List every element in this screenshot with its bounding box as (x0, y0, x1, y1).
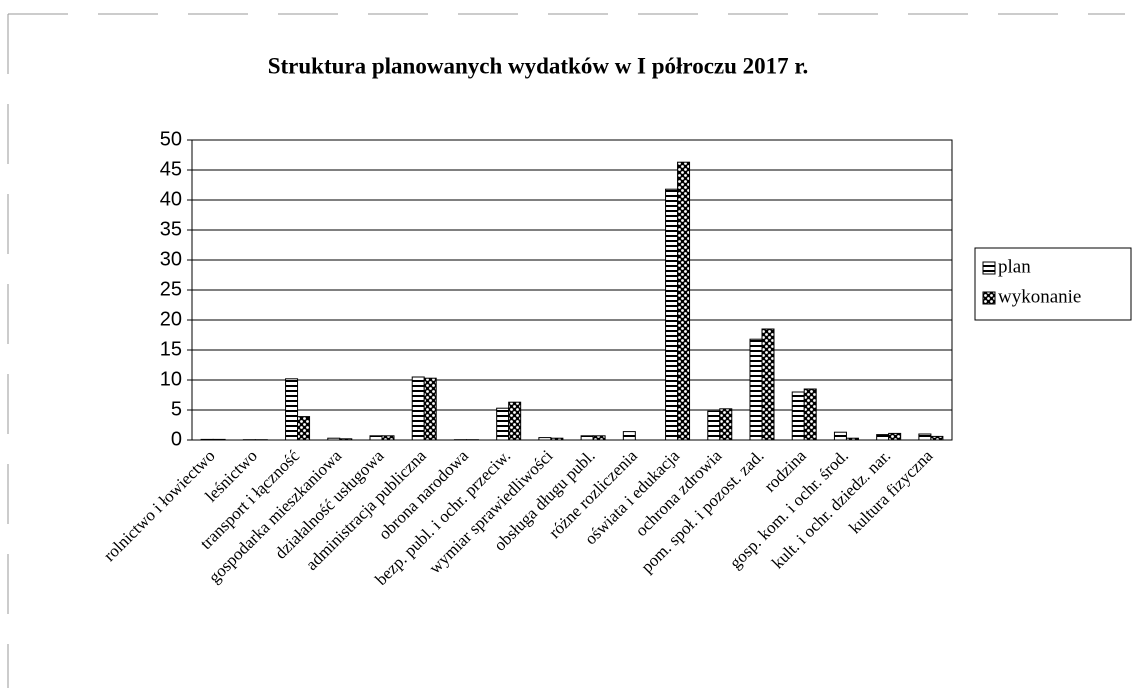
bar (339, 438, 353, 441)
bar (580, 435, 594, 441)
bar (707, 410, 721, 441)
bar (761, 328, 775, 441)
bar (803, 388, 817, 441)
y-tick-label: 15 (160, 338, 182, 360)
bar (369, 435, 383, 441)
bar (297, 416, 311, 441)
y-tick-label: 40 (160, 188, 182, 210)
bar (833, 431, 847, 441)
bar (592, 435, 606, 441)
bar (327, 437, 341, 441)
y-tick-label: 5 (171, 398, 182, 420)
bar (423, 377, 437, 441)
y-tick-label: 10 (160, 368, 182, 390)
bar (888, 432, 902, 441)
y-tick-label: 30 (160, 248, 182, 270)
x-tick-label: rolnictwo i łowiectwo (100, 446, 219, 565)
y-tick-label: 25 (160, 278, 182, 300)
chart-title: Struktura planowanych wydatków w I półro… (268, 53, 809, 78)
legend-swatch (982, 261, 996, 275)
bar (550, 437, 564, 441)
bar (508, 401, 522, 441)
y-tick-label: 50 (160, 128, 182, 150)
legend (974, 247, 1132, 321)
bar (381, 435, 395, 441)
legend-label: plan (998, 256, 1031, 277)
y-tick-label: 0 (171, 428, 182, 450)
bar (200, 438, 214, 441)
legend-swatch (982, 291, 996, 305)
bar (719, 408, 733, 441)
bar (677, 161, 691, 441)
y-tick-label: 45 (160, 158, 182, 180)
bar (665, 188, 679, 441)
bar (918, 433, 932, 441)
bar (930, 435, 944, 441)
bar (411, 376, 425, 441)
bar (496, 407, 510, 441)
bar (622, 431, 636, 441)
bar (876, 434, 890, 441)
bar (791, 391, 805, 441)
bar (845, 437, 859, 441)
legend-label: wykonanie (998, 286, 1081, 307)
bar (212, 438, 226, 441)
bar (749, 338, 763, 441)
y-tick-label: 20 (160, 308, 182, 330)
y-tick-label: 35 (160, 218, 182, 240)
bar (538, 437, 552, 441)
bar (285, 378, 299, 441)
